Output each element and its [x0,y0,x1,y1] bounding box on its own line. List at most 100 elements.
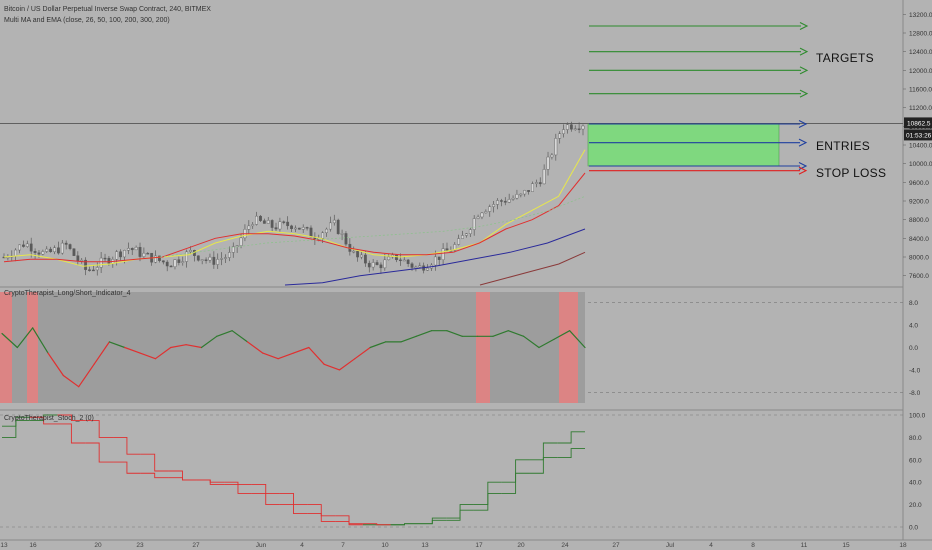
candle-body [321,232,325,239]
indicator-segment [369,341,387,349]
candle-body [457,238,461,245]
candle-body [165,261,169,267]
candle-body [158,255,161,261]
candle-body [185,251,189,262]
indicator-segment [16,327,34,349]
candle-body [546,156,550,170]
x-tick-label: 4 [709,542,713,549]
y-tick-label: 11600.0 [909,87,932,94]
candle-body [181,261,185,263]
stoch-line-1 [557,431,585,444]
indicator-tick-label: 0.0 [909,345,918,352]
x-tick-label: 27 [192,542,200,549]
indicator-segment [139,352,157,360]
x-tick-label: 4 [300,542,304,549]
stoch-line-2 [2,416,30,427]
candle-body [344,233,348,245]
indicator-segment [292,346,310,354]
candle-body [496,200,499,205]
candle-body [99,257,103,268]
x-tick-label: 10 [381,542,389,549]
candle-body [286,221,290,227]
indicator-segment [415,330,433,337]
candle-body [352,250,356,253]
candle-body [445,248,449,251]
candle-body [119,251,122,258]
indicator-segment [93,341,110,365]
ma-300-line [479,251,586,286]
candle-body [239,237,243,246]
target-arrow-head [799,89,809,98]
stoch-line-2 [446,509,474,521]
y-tick-label: 7600.0 [909,273,929,280]
entry-arrow-head [798,138,808,147]
candle-body [461,235,464,239]
indicator-tick-label: -4.0 [909,367,921,374]
indicator-segment [185,344,203,349]
candle-body [169,265,173,268]
indicator-segment [108,341,126,349]
candle-body [492,204,496,207]
stoch-line-2 [57,423,86,444]
candle-body [84,259,88,270]
indicator-tick-label: 8.0 [909,300,918,307]
candle-body [115,251,119,260]
candle-body [437,256,441,260]
candle-body [255,215,258,225]
candle-body [402,259,406,262]
indicator-segment [32,327,49,354]
candle-body [154,255,157,263]
indicator-segment [78,363,95,388]
candle-body [503,200,507,203]
indicator-segment [200,335,218,349]
candle-body [360,254,363,258]
candle-body [562,129,565,134]
stoch-line-2 [196,479,225,483]
stoch-indicator [2,414,585,526]
stoch-title: CryptoTherapist_Stoch_2 (0) [4,415,94,422]
candle-body [88,269,91,271]
indicator-segment [62,374,80,388]
indicator-tick-label: -8.0 [909,390,921,397]
candle-body [60,242,64,254]
indicator-segment [216,330,233,337]
candle-body [531,183,534,192]
stoch-line-2 [279,492,308,506]
candle-body [395,254,398,261]
indicator-segment [553,330,571,340]
indicator-segment [507,330,525,337]
x-tick-label: Jul [666,542,675,549]
candle-body [367,262,371,268]
long-short-indicator [1,327,586,388]
candle-body [123,250,126,258]
x-tick-label: 7 [341,542,345,549]
entries-label: ENTRIES [816,139,871,153]
stoch-tick-label: 40.0 [909,480,922,487]
stoch-line-1 [279,504,308,515]
stoch-tick-label: 20.0 [909,502,922,509]
targets-label: TARGETS [816,51,874,65]
candle-body [37,252,41,255]
highlight-band [27,292,38,403]
candle-body [523,190,527,195]
candle-body [274,227,278,230]
x-tick-label: 23 [136,542,144,549]
y-tick-label: 10400.0 [909,143,932,150]
stoch-line-2 [390,523,419,526]
candle-body [138,247,142,257]
candle-body [247,225,251,230]
indicator-segment [492,330,509,337]
candle-body [259,215,262,221]
ma-50-line [3,172,586,263]
candle-body [414,266,418,269]
candle-body [64,242,68,245]
countdown-tag-bg [904,129,932,141]
candle-body [200,259,204,261]
candle-body [103,257,107,260]
indicator-segment [47,352,64,377]
candle-body [294,227,297,230]
candle-body [282,221,286,223]
candle-body [472,218,476,230]
stoch-line-2 [335,515,363,525]
